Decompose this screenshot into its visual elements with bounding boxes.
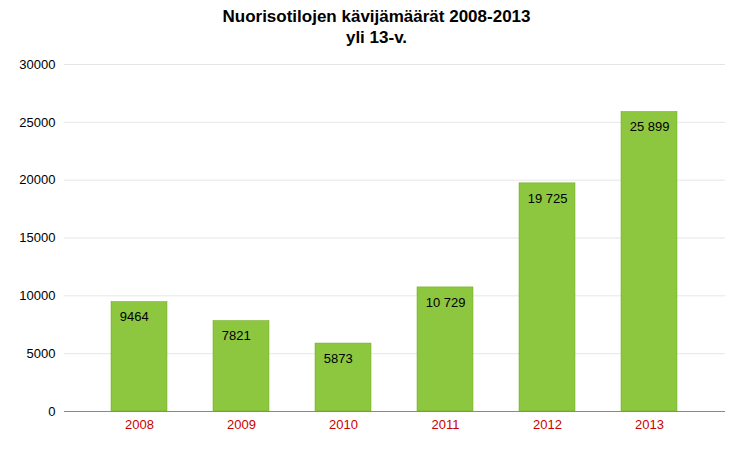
svg-text:7821: 7821: [222, 328, 251, 343]
svg-text:20000: 20000: [19, 172, 55, 187]
svg-text:0: 0: [48, 404, 55, 419]
svg-text:25 899: 25 899: [630, 119, 670, 134]
svg-text:30000: 30000: [19, 57, 55, 72]
svg-text:5000: 5000: [27, 346, 56, 361]
svg-text:5873: 5873: [324, 351, 353, 366]
svg-text:15000: 15000: [19, 230, 55, 245]
svg-text:10000: 10000: [19, 288, 55, 303]
svg-text:2013: 2013: [635, 417, 664, 432]
svg-text:19 725: 19 725: [528, 191, 568, 206]
svg-text:25000: 25000: [19, 114, 55, 129]
html-text:yli 13-v.: yli 13-v.: [345, 28, 408, 47]
svg-text:2012: 2012: [533, 417, 562, 432]
svg-text:2008: 2008: [125, 417, 154, 432]
svg-text:2009: 2009: [227, 417, 256, 432]
svg-text:10 729: 10 729: [426, 295, 466, 310]
svg-text:2010: 2010: [329, 417, 358, 432]
html-text:Nuorisotilojen kävijämäärät 20: Nuorisotilojen kävijämäärät 2008-2013: [222, 7, 531, 26]
svg-text:9464: 9464: [120, 309, 149, 324]
svg-text:2011: 2011: [432, 417, 460, 432]
